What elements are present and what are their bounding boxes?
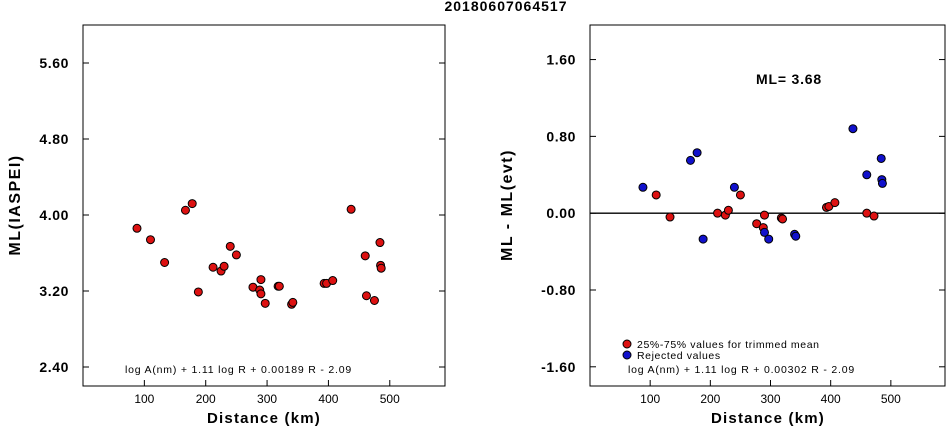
left-data-point [375,238,385,248]
left-y-tick-label: 2.40 [39,359,69,375]
legend-label-trimmed: 25%-75% values for trimmed mean [637,339,820,351]
left-data-point [132,223,142,233]
right-data-point [791,231,801,241]
left-data-point [187,199,197,209]
left-panel: ML(IASPEI) Distance (km) log A(nm) + 1.1… [7,24,446,427]
right-data-point [665,212,675,222]
left-y-tick-label: 4.80 [39,131,69,147]
right-x-tick-label: 300 [760,392,780,406]
right-data-point [723,205,733,215]
left-x-tick-label: 400 [318,392,338,406]
right-data-point [692,148,702,158]
right-data-point [713,208,723,218]
right-plot-frame [589,24,946,387]
right-x-tick-label: 500 [881,392,901,406]
right-data-point [685,155,695,165]
left-data-point [225,241,235,251]
right-y-tick-label: -1.60 [541,359,576,375]
left-data-point [256,289,266,299]
left-data-point [288,297,298,307]
right-panel: ML - ML(evt) Distance (km) ML= 3.68 25%-… [499,24,946,427]
right-data-point [877,178,887,188]
left-x-tick-label: 200 [196,392,216,406]
left-data-point [208,262,218,272]
left-data-point [193,287,203,297]
right-formula: log A(nm) + 1.11 log R + 0.00302 R - 2.0… [628,364,855,376]
right-data-point [759,210,769,220]
right-data-point [876,153,886,163]
right-y-tick-label: 1.60 [546,52,576,68]
left-data-point [361,291,371,301]
right-data-point [869,211,879,221]
left-data-point [219,261,229,271]
left-x-axis-label: Distance (km) [207,410,321,427]
left-data-point [274,281,284,291]
right-data-point [862,170,872,180]
legend-label-rejected: Rejected values [637,350,721,362]
left-data-point [369,296,379,305]
left-plot-frame [82,24,446,387]
right-data-point [735,190,745,200]
left-data-point [346,204,356,214]
left-x-tick-label: 300 [257,392,277,406]
legend-marker-trimmed [622,339,632,349]
left-y-tick-label: 4.00 [39,207,69,223]
right-data-point [764,234,774,244]
left-formula: log A(nm) + 1.11 log R + 0.00189 R - 2.0… [125,364,352,376]
left-data-point [256,275,266,285]
ml-annotation: ML= 3.68 [756,71,822,87]
left-y-tick-label: 5.60 [39,55,69,71]
right-data-point [759,227,769,237]
right-data-point [752,219,762,229]
left-data-point [328,276,338,286]
right-x-tick-label: 400 [821,392,841,406]
right-data-point [638,182,648,192]
right-data-point [651,190,661,200]
left-data-point [376,263,386,273]
right-x-tick-label: 200 [700,392,720,406]
right-y-tick-label: -0.80 [541,282,576,298]
left-y-axis-label: ML(IASPEI) [7,154,24,255]
right-data-point [729,182,739,192]
right-y-tick-label: 0.00 [546,205,576,221]
left-data-point [160,258,170,267]
left-y-tick-label: 3.20 [39,283,69,299]
left-data-point [231,250,241,260]
left-data-point [360,251,370,261]
chart-title: 20180607064517 [444,0,567,14]
legend-marker-rejected [622,350,632,360]
right-data-point [830,198,840,208]
right-x-axis-label: Distance (km) [711,410,825,427]
right-data-point [698,234,708,244]
right-data-point [778,214,788,224]
left-x-tick-label: 100 [134,392,154,406]
left-data-point [260,298,270,308]
right-y-tick-label: 0.80 [546,128,576,144]
left-x-tick-label: 500 [380,392,400,406]
left-data-point [145,235,155,245]
right-x-tick-label: 100 [640,392,660,406]
right-y-axis-label: ML - ML(evt) [499,149,516,261]
right-data-point [848,124,858,134]
left-data-point [180,205,190,215]
